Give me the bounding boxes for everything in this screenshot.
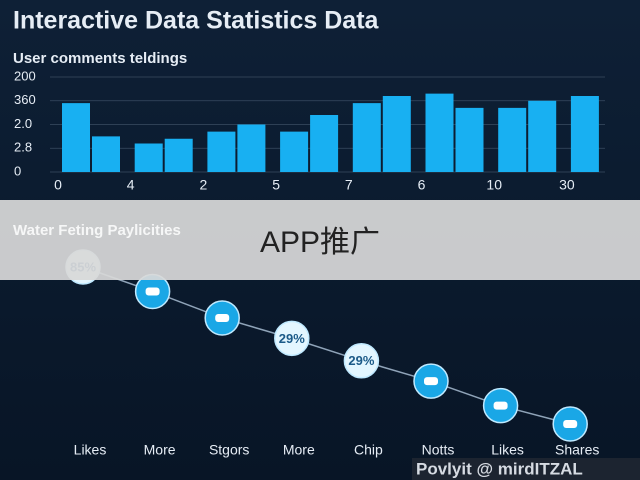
- y-tick-label: 0: [14, 163, 21, 178]
- y-tick-label: 2.8: [14, 140, 32, 155]
- x-tick-label: 6: [418, 177, 426, 193]
- marker-label: 29%: [279, 331, 305, 346]
- x-tick-label: Likes: [74, 442, 107, 458]
- chart-title: User comments teldings: [13, 50, 187, 67]
- bar: [62, 103, 90, 172]
- bar: [280, 131, 309, 172]
- page-title: Interactive Data Statistics Data: [13, 7, 380, 35]
- bar: [207, 131, 236, 172]
- marker-icon: [493, 401, 508, 410]
- x-tick-label: Likes: [491, 442, 524, 458]
- marker-label: 29%: [348, 353, 374, 368]
- marker-icon: [424, 377, 438, 386]
- y-tick-label: 200: [14, 68, 36, 83]
- x-tick-label: 10: [486, 177, 502, 193]
- x-tick-label: 30: [559, 177, 575, 193]
- y-tick-label: 360: [14, 92, 36, 107]
- marker-icon: [563, 420, 578, 428]
- bar: [382, 96, 411, 172]
- bar: [498, 107, 527, 172]
- x-tick-label: More: [283, 442, 315, 458]
- bar: [237, 124, 266, 172]
- bar: [528, 100, 557, 172]
- watermark: Povlyit @ mirdITZAL: [416, 459, 583, 478]
- chart-title: Water Feting Paylicities: [13, 222, 181, 239]
- banner-text: APP推广: [260, 226, 380, 259]
- x-tick-label: Chip: [354, 442, 383, 458]
- x-tick-label: 2: [200, 177, 208, 193]
- bar: [570, 96, 599, 172]
- x-tick-label: 4: [127, 177, 135, 193]
- y-tick-label: 2.0: [14, 116, 32, 131]
- marker: [274, 320, 310, 357]
- bar: [164, 138, 193, 172]
- x-tick-label: 0: [54, 177, 62, 193]
- bar: [310, 115, 339, 172]
- bar: [92, 136, 120, 172]
- x-tick-label: 5: [272, 177, 280, 193]
- x-tick-label: 7: [345, 177, 353, 193]
- x-tick-label: More: [144, 442, 176, 458]
- bar: [425, 93, 454, 172]
- x-tick-label: Shares: [555, 442, 599, 458]
- marker: [343, 343, 380, 379]
- banner: [0, 200, 640, 280]
- marker-icon: [215, 313, 230, 322]
- x-tick-label: Notts: [422, 442, 455, 458]
- marker-icon: [145, 287, 160, 296]
- bar: [134, 143, 163, 172]
- x-tick-label: Stgors: [209, 442, 249, 458]
- watermark-box: [412, 458, 640, 480]
- bar: [455, 107, 484, 172]
- bar: [352, 103, 381, 172]
